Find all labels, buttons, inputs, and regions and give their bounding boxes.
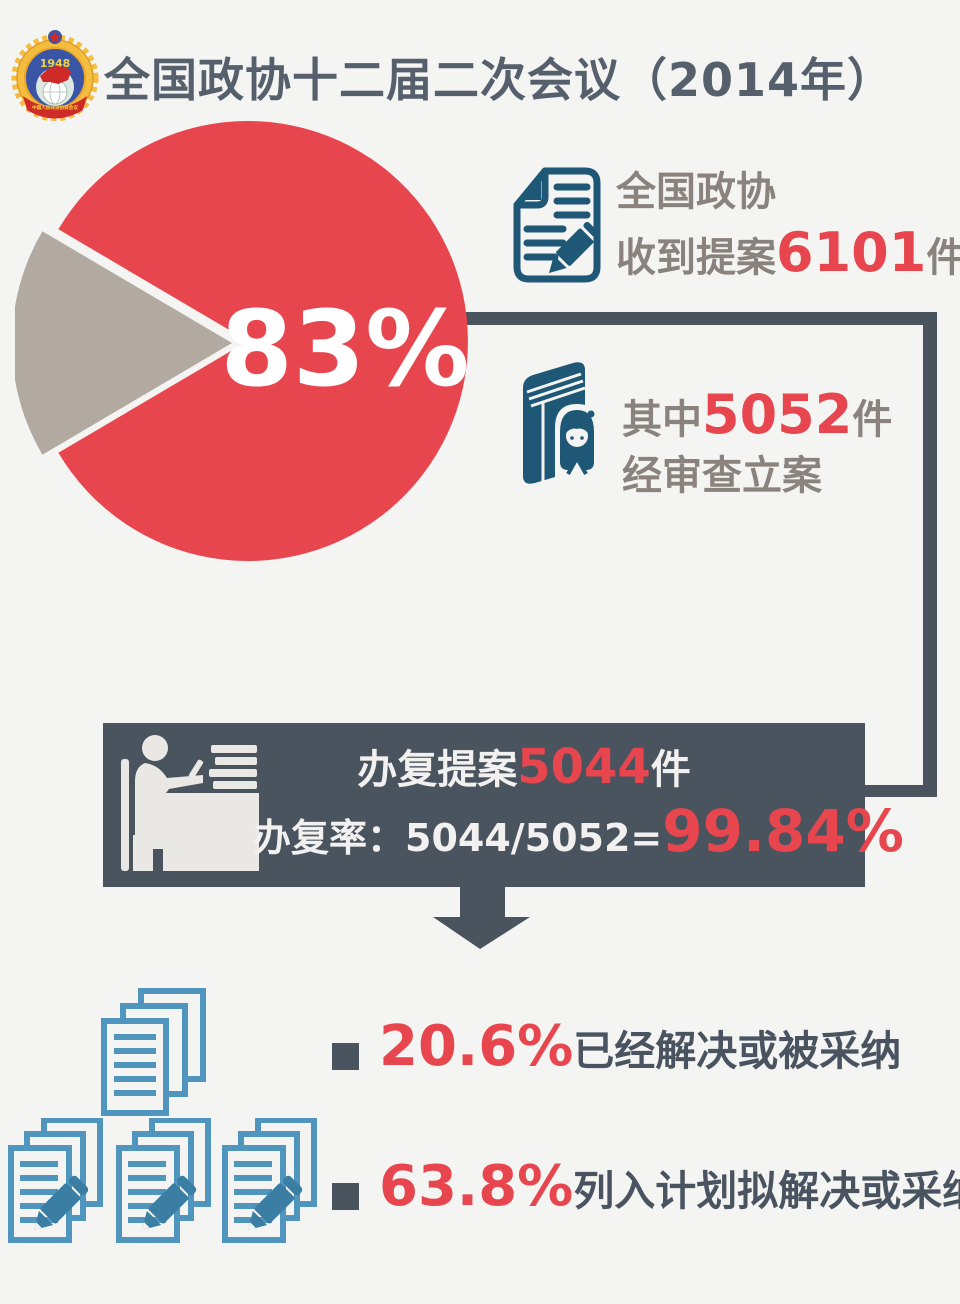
banner-rate-number: 99.84% [662, 797, 904, 865]
reply-banner: 办复提案5044件 办复率：5044/5052=99.84% [103, 723, 904, 887]
stat-received-line1: 全国政协 [616, 169, 776, 215]
stat-filed-prefix: 其中 [622, 397, 702, 443]
result-resolved-number: 20.6% [379, 1014, 574, 1079]
banner-line1-prefix: 办复提案 [357, 747, 518, 793]
banner-line2: 办复率：5044/5052=99.84% [253, 797, 904, 865]
connector-line-bottom [865, 785, 937, 797]
pie-percent-label: 83% [221, 288, 470, 410]
stat-received-prefix: 收到提案 [616, 235, 776, 281]
banner-line1-suffix: 件 [650, 747, 691, 793]
banner-line1-number: 5044 [517, 739, 651, 795]
banner-line1: 办复提案5044件 [223, 737, 825, 795]
result-resolved: 20.6%已经解决或被采纳 [332, 1014, 901, 1079]
result-planned-text: 列入计划拟解决或采纳 [573, 1167, 960, 1215]
document-pen-icon [513, 167, 601, 283]
result-planned-number: 63.8% [379, 1154, 574, 1219]
result-planned: 63.8%列入计划拟解决或采纳 [332, 1154, 960, 1219]
stat-filed: 其中5052件 经审查立案 [622, 380, 892, 502]
square-bullet-icon [332, 1043, 359, 1070]
stat-received-suffix: 件 [926, 235, 960, 281]
stat-received: 全国政协 收到提案6101件 [616, 166, 960, 288]
stat-filed-number: 5052 [702, 383, 853, 446]
book-reader-icon [523, 362, 599, 488]
stat-filed-suffix: 件 [852, 397, 893, 443]
person-desk-icon [121, 735, 259, 871]
arrow-down-icon [433, 886, 530, 949]
cppcc-emblem-icon: 1948 中国人民政治协商会议 [11, 30, 99, 121]
square-bullet-icon [332, 1183, 359, 1210]
stat-filed-line2: 经审查立案 [622, 453, 822, 500]
pie-slice-gray [15, 231, 232, 455]
emblem-ribbon-label: 中国人民政治协商会议 [32, 104, 78, 111]
pie-chart: 83% [15, 121, 470, 561]
connector-line-vertical [923, 312, 937, 797]
page-title: 全国政协十二届二次会议（2014年） [104, 53, 895, 107]
banner-rate-prefix: 办复率：5044/5052= [253, 816, 663, 860]
document-pencil-stack-icon [8, 1118, 328, 1250]
connector-line-top [455, 312, 937, 325]
document-stack-icon [101, 988, 206, 1116]
stat-received-number: 6101 [776, 221, 927, 284]
result-resolved-text: 已经解决或被采纳 [573, 1027, 902, 1075]
pie-slice-red [58, 121, 468, 561]
